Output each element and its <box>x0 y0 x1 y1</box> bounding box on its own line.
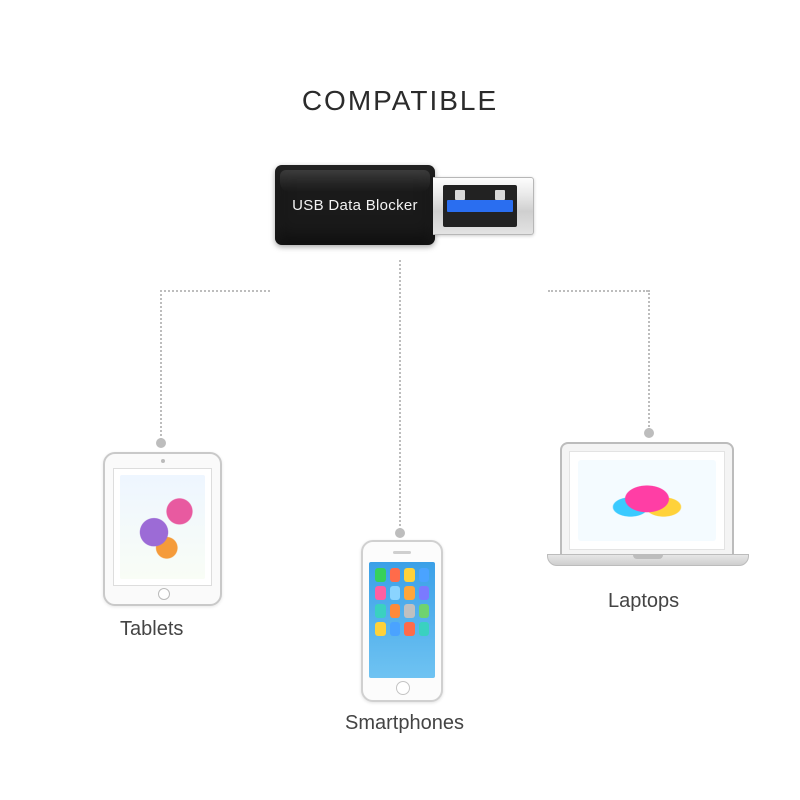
connector-line <box>548 290 648 292</box>
phone-app-icon <box>390 586 401 600</box>
page-title: COMPATIBLE <box>0 85 800 117</box>
usb-pin <box>455 190 465 200</box>
tablet-label: Tablets <box>120 618 183 641</box>
phone-app-icon <box>390 622 401 636</box>
connector-endpoint <box>395 528 405 538</box>
tablet-home-button <box>158 588 170 600</box>
connector-endpoint <box>156 438 166 448</box>
phone-app-icon <box>404 586 415 600</box>
laptop-label: Laptops <box>608 590 679 613</box>
connector-line <box>399 260 401 530</box>
phone-app-icon <box>390 604 401 618</box>
phone-app-icon <box>404 622 415 636</box>
usb-plug <box>433 177 534 235</box>
phone-home-button <box>396 681 410 695</box>
tablet-screen <box>113 468 212 586</box>
phone-screen <box>369 562 435 678</box>
phone-app-icon <box>375 622 386 636</box>
laptop-base <box>547 554 749 566</box>
smartphone-icon <box>361 540 443 702</box>
usb-data-blocker: USB Data Blocker <box>275 155 545 255</box>
phone-app-icon <box>404 604 415 618</box>
phone-app-icon <box>419 586 430 600</box>
connector-line <box>160 290 162 440</box>
phone-app-icon <box>375 604 386 618</box>
usb-body: USB Data Blocker <box>275 165 435 245</box>
connector-line <box>160 290 270 292</box>
usb-label: USB Data Blocker <box>275 165 435 245</box>
connector-endpoint <box>644 428 654 438</box>
phone-app-icon <box>419 568 430 582</box>
tablet-icon <box>103 452 222 606</box>
usb3-tab <box>447 200 513 212</box>
phone-app-icon <box>375 586 386 600</box>
usb-pin <box>495 190 505 200</box>
phone-app-icon <box>390 568 401 582</box>
phone-app-icon <box>404 568 415 582</box>
tablet-camera <box>161 459 165 463</box>
connector-line <box>648 290 650 430</box>
phone-speaker <box>393 551 411 554</box>
laptop-screen <box>569 451 725 550</box>
phone-app-icon <box>419 604 430 618</box>
laptop-lid <box>560 442 734 554</box>
phone-app-icon <box>375 568 386 582</box>
smartphone-label: Smartphones <box>345 712 464 735</box>
phone-app-icon <box>419 622 430 636</box>
laptop-icon <box>547 442 747 566</box>
